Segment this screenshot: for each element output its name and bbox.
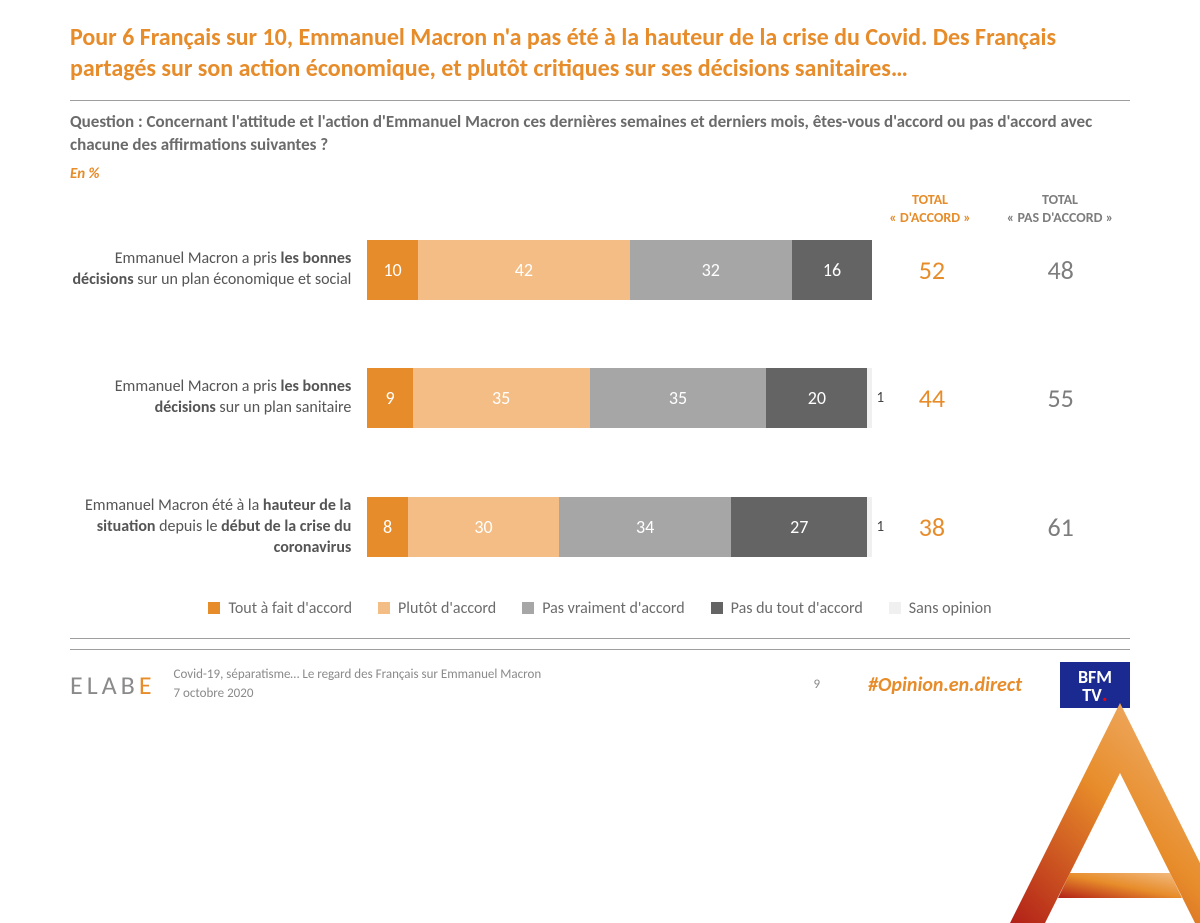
legend-swatch	[889, 602, 901, 614]
legend-label: Plutôt d'accord	[398, 599, 496, 618]
bar-track: 93535201	[367, 368, 872, 428]
bar-segment: 9	[367, 368, 412, 428]
chart-rows: Emmanuel Macron a pris les bonnes décisi…	[70, 240, 1130, 558]
totals-header: TOTAL « D'ACCORD » TOTAL « PAS D'ACCORD …	[70, 191, 1130, 226]
bar-track: 83034271	[367, 497, 872, 557]
legend-label: Pas vraiment d'accord	[542, 599, 684, 618]
bar-segment: 8	[367, 497, 407, 557]
chart: TOTAL « D'ACCORD » TOTAL « PAS D'ACCORD …	[70, 191, 1130, 617]
legend-item: Pas vraiment d'accord	[522, 599, 684, 618]
bar-segment: 1	[867, 497, 872, 557]
total-pasaccord: 48	[991, 254, 1130, 286]
footer-page: 9	[784, 677, 851, 692]
header-total-accord-l2: « D'ACCORD »	[889, 209, 971, 226]
bar-segment: 16	[792, 240, 873, 300]
footer-meta: Covid-19, séparatisme… Le regard des Fra…	[174, 666, 766, 702]
chart-row: Emmanuel Macron a pris les bonnes décisi…	[70, 368, 1130, 428]
row-label: Emmanuel Macron a pris les bonnes décisi…	[70, 249, 367, 291]
bfm-bot: TV	[1082, 686, 1102, 704]
total-pasaccord: 55	[991, 382, 1130, 414]
row-label: Emmanuel Macron a pris les bonnes décisi…	[70, 377, 367, 419]
divider-top	[70, 100, 1130, 101]
bar-segment: 35	[413, 368, 590, 428]
bar-segment: 34	[559, 497, 731, 557]
total-accord: 38	[872, 511, 991, 543]
legend-item: Sans opinion	[889, 599, 992, 618]
legend-swatch	[208, 602, 220, 614]
legend: Tout à fait d'accord Plutôt d'accord Pas v…	[70, 599, 1130, 618]
total-accord: 44	[872, 382, 991, 414]
corner-decoration-icon	[1010, 703, 1200, 923]
header-total-pasaccord-l2: « PAS D'ACCORD »	[1007, 209, 1113, 226]
legend-item: Tout à fait d'accord	[208, 599, 352, 618]
bar-segment: 20	[766, 368, 867, 428]
legend-item: Plutôt d'accord	[378, 599, 496, 618]
bar-segment: 32	[630, 240, 792, 300]
bar-segment: 1	[867, 368, 872, 428]
unit-label: En %	[70, 165, 1130, 183]
footer-date: 7 octobre 2020	[174, 685, 766, 703]
bar-segment: 42	[418, 240, 630, 300]
row-label: Emmanuel Macron été à la hauteur de la s…	[70, 496, 367, 558]
footer-source: Covid-19, séparatisme… Le regard des Fra…	[174, 666, 766, 684]
bar-segment: 30	[408, 497, 560, 557]
legend-swatch	[378, 602, 390, 614]
legend-swatch	[711, 602, 723, 614]
total-pasaccord: 61	[991, 511, 1130, 543]
legend-swatch	[522, 602, 534, 614]
slide-title: Pour 6 Français sur 10, Emmanuel Macron …	[70, 22, 1130, 84]
header-total-accord: TOTAL « D'ACCORD »	[870, 191, 990, 226]
footer: ELABE Covid-19, séparatisme… Le regard d…	[70, 649, 1130, 708]
bar-track: 10423216	[367, 240, 872, 300]
bar-segment: 27	[731, 497, 867, 557]
total-accord: 52	[872, 254, 991, 286]
question-text: Question : Concernant l'attitude et l'ac…	[70, 111, 1130, 157]
bar-segment: 35	[590, 368, 767, 428]
chart-row: Emmanuel Macron a pris les bonnes décisi…	[70, 240, 1130, 300]
legend-label: Sans opinion	[909, 599, 992, 618]
legend-label: Pas du tout d'accord	[731, 599, 863, 618]
elabe-logo: ELABE	[70, 669, 156, 701]
bar-segment: 10	[367, 240, 418, 300]
divider-bottom	[70, 638, 1130, 639]
legend-item: Pas du tout d'accord	[711, 599, 863, 618]
header-total-pasaccord: TOTAL « PAS D'ACCORD »	[990, 191, 1130, 226]
chart-row: Emmanuel Macron été à la hauteur de la s…	[70, 496, 1130, 558]
legend-label: Tout à fait d'accord	[228, 599, 352, 618]
header-total-pasaccord-l1: TOTAL	[1042, 191, 1078, 208]
footer-hashtag: #Opinion.en.direct	[868, 673, 1042, 697]
bfmtv-logo: BFM TV.	[1060, 662, 1130, 708]
header-total-accord-l1: TOTAL	[912, 191, 948, 208]
